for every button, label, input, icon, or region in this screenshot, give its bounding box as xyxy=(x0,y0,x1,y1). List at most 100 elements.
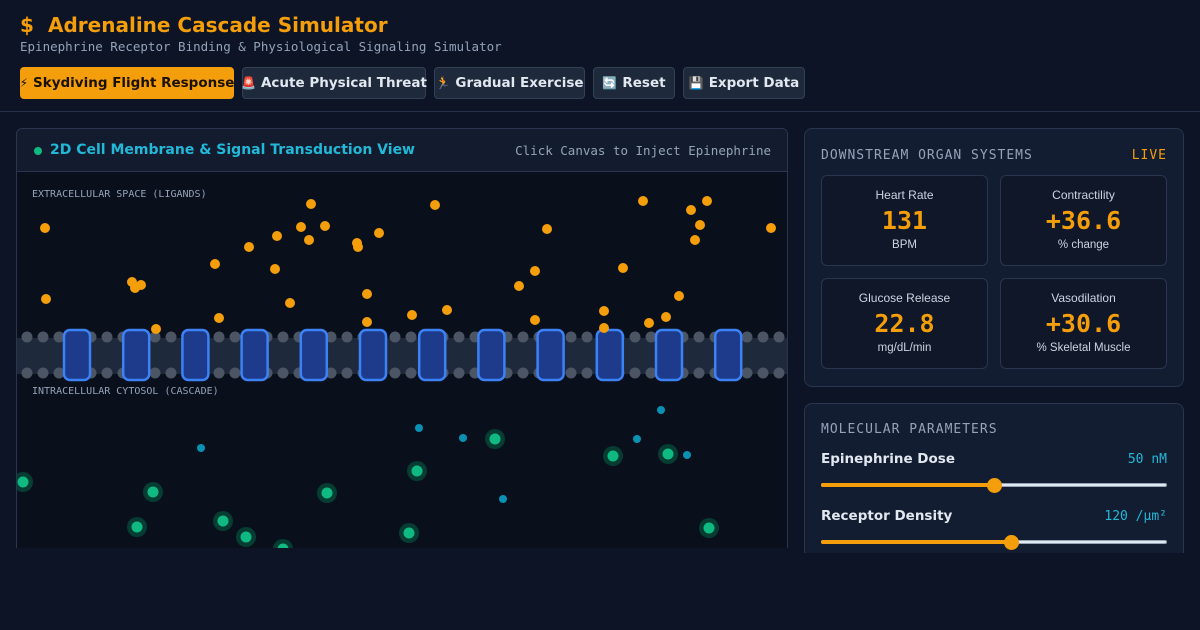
gradual-exercise-scenario-button[interactable]: 🏃 Gradual Exercise xyxy=(434,67,585,99)
active-kinase xyxy=(403,527,415,539)
receptor-density-slider[interactable] xyxy=(821,535,1167,550)
reset-button[interactable]: 🔄 Reset xyxy=(593,67,675,99)
adrenergic-receptor xyxy=(240,328,269,382)
epinephrine-ligand xyxy=(618,263,628,273)
lipid-head xyxy=(741,331,753,343)
epinephrine-ligand xyxy=(353,242,363,252)
lipid-head xyxy=(581,367,593,379)
button-label: Export Data xyxy=(708,75,800,91)
epinephrine-ligand xyxy=(285,298,295,308)
runner-icon: 🏃 xyxy=(435,76,451,90)
metric-value: 131 xyxy=(881,206,928,235)
epinephrine-ligand xyxy=(244,242,254,252)
epinephrine-ligand xyxy=(674,291,684,301)
lipid-head xyxy=(325,331,337,343)
metric-value: +36.6 xyxy=(1045,206,1122,235)
epinephrine-ligand xyxy=(644,318,654,328)
lipid-head xyxy=(389,367,401,379)
epinephrine-dose-slider[interactable] xyxy=(821,478,1167,493)
epinephrine-ligand xyxy=(304,235,314,245)
lipid-head xyxy=(165,367,177,379)
membrane-canvas[interactable]: EXTRACELLULAR SPACE (LIGANDS) INTRACELLU… xyxy=(17,172,787,548)
molecular-parameters-card: MOLECULAR PARAMETERS Epinephrine Dose 50… xyxy=(804,403,1184,553)
metric-label: Glucose Release xyxy=(858,291,951,305)
organ-systems-title: DOWNSTREAM ORGAN SYSTEMS xyxy=(821,148,1033,163)
active-kinase xyxy=(411,465,423,477)
lipid-head xyxy=(21,367,33,379)
epinephrine-ligand xyxy=(151,324,161,334)
lipid-head xyxy=(757,367,769,379)
live-badge: LIVE xyxy=(1131,148,1167,163)
floppy-disk-icon: 💾 xyxy=(688,76,704,90)
acute-threat-scenario-button[interactable]: 🚨 Acute Physical Threat xyxy=(241,67,427,99)
dollar-icon: $ xyxy=(20,13,34,37)
active-kinase xyxy=(147,486,159,498)
epinephrine-ligand xyxy=(320,221,330,231)
camp-messenger xyxy=(459,434,467,442)
app-subtitle: Epinephrine Receptor Binding & Physiolog… xyxy=(20,39,502,54)
ligand-layer xyxy=(40,196,776,334)
lipid-head xyxy=(773,331,785,343)
lipid-head xyxy=(773,367,785,379)
lipid-head xyxy=(581,331,593,343)
adrenergic-receptor xyxy=(477,328,506,382)
metric-label: Contractility xyxy=(1052,188,1115,202)
button-label: Gradual Exercise xyxy=(455,75,584,91)
extracellular-label: EXTRACELLULAR SPACE (LIGANDS) xyxy=(32,189,207,200)
receptor-layer xyxy=(62,328,743,382)
active-kinase xyxy=(703,522,715,534)
lipid-head xyxy=(405,331,417,343)
lipid-head xyxy=(213,331,225,343)
slider-thumb[interactable] xyxy=(1004,535,1020,550)
button-label: Skydiving Flight Response xyxy=(33,75,235,91)
camp-messenger xyxy=(683,451,691,459)
lipid-head xyxy=(213,367,225,379)
active-kinase xyxy=(321,487,333,499)
lipid-head xyxy=(629,367,641,379)
lipid-head xyxy=(101,331,113,343)
epinephrine-ligand xyxy=(210,259,220,269)
epinephrine-ligand xyxy=(40,223,50,233)
epinephrine-ligand xyxy=(296,222,306,232)
lipid-head xyxy=(517,367,529,379)
adrenergic-receptor xyxy=(181,328,210,382)
app-title-text: Adrenaline Cascade Simulator xyxy=(48,13,388,37)
membrane-svg: EXTRACELLULAR SPACE (LIGANDS) INTRACELLU… xyxy=(17,189,787,548)
lipid-head xyxy=(341,367,353,379)
lipid-head xyxy=(405,367,417,379)
lipid-head xyxy=(21,331,33,343)
metric-label: Heart Rate xyxy=(875,188,934,202)
lipid-head xyxy=(389,331,401,343)
epinephrine-ligand xyxy=(695,220,705,230)
slider-thumb[interactable] xyxy=(987,478,1002,493)
epinephrine-ligand xyxy=(638,196,648,206)
lipid-head xyxy=(453,367,465,379)
adrenergic-receptor xyxy=(595,328,625,382)
adrenergic-receptor xyxy=(358,328,388,382)
epinephrine-ligand xyxy=(136,280,146,290)
messenger-layer xyxy=(17,406,719,548)
metric-unit: BPM xyxy=(892,239,917,251)
button-label: Acute Physical Threat xyxy=(260,75,427,91)
active-kinase xyxy=(240,531,252,543)
simulation-title: 2D Cell Membrane & Signal Transduction V… xyxy=(50,142,415,158)
export-data-button[interactable]: 💾 Export Data xyxy=(683,67,805,99)
glucose-release-metric: Glucose Release 22.8 mg/dL/min xyxy=(821,278,988,369)
epinephrine-ligand xyxy=(766,223,776,233)
metric-label: Vasodilation xyxy=(1051,291,1116,305)
skydiving-scenario-button[interactable]: ⚡ Skydiving Flight Response xyxy=(20,67,234,99)
vasodilation-metric: Vasodilation +30.6 % Skeletal Muscle xyxy=(1000,278,1167,369)
lipid-head xyxy=(757,331,769,343)
adrenergic-receptor xyxy=(121,328,151,382)
contractility-metric: Contractility +36.6 % change xyxy=(1000,175,1167,266)
lipid-head xyxy=(149,331,161,343)
epinephrine-ligand xyxy=(530,266,540,276)
epinephrine-ligand xyxy=(661,312,671,322)
epinephrine-ligand xyxy=(407,310,417,320)
lipid-head xyxy=(517,331,529,343)
lipid-head xyxy=(165,331,177,343)
active-kinase xyxy=(277,543,289,548)
lipid-head xyxy=(645,331,657,343)
adrenergic-receptor xyxy=(417,328,447,382)
canvas-hint: Click Canvas to Inject Epinephrine xyxy=(515,143,771,158)
